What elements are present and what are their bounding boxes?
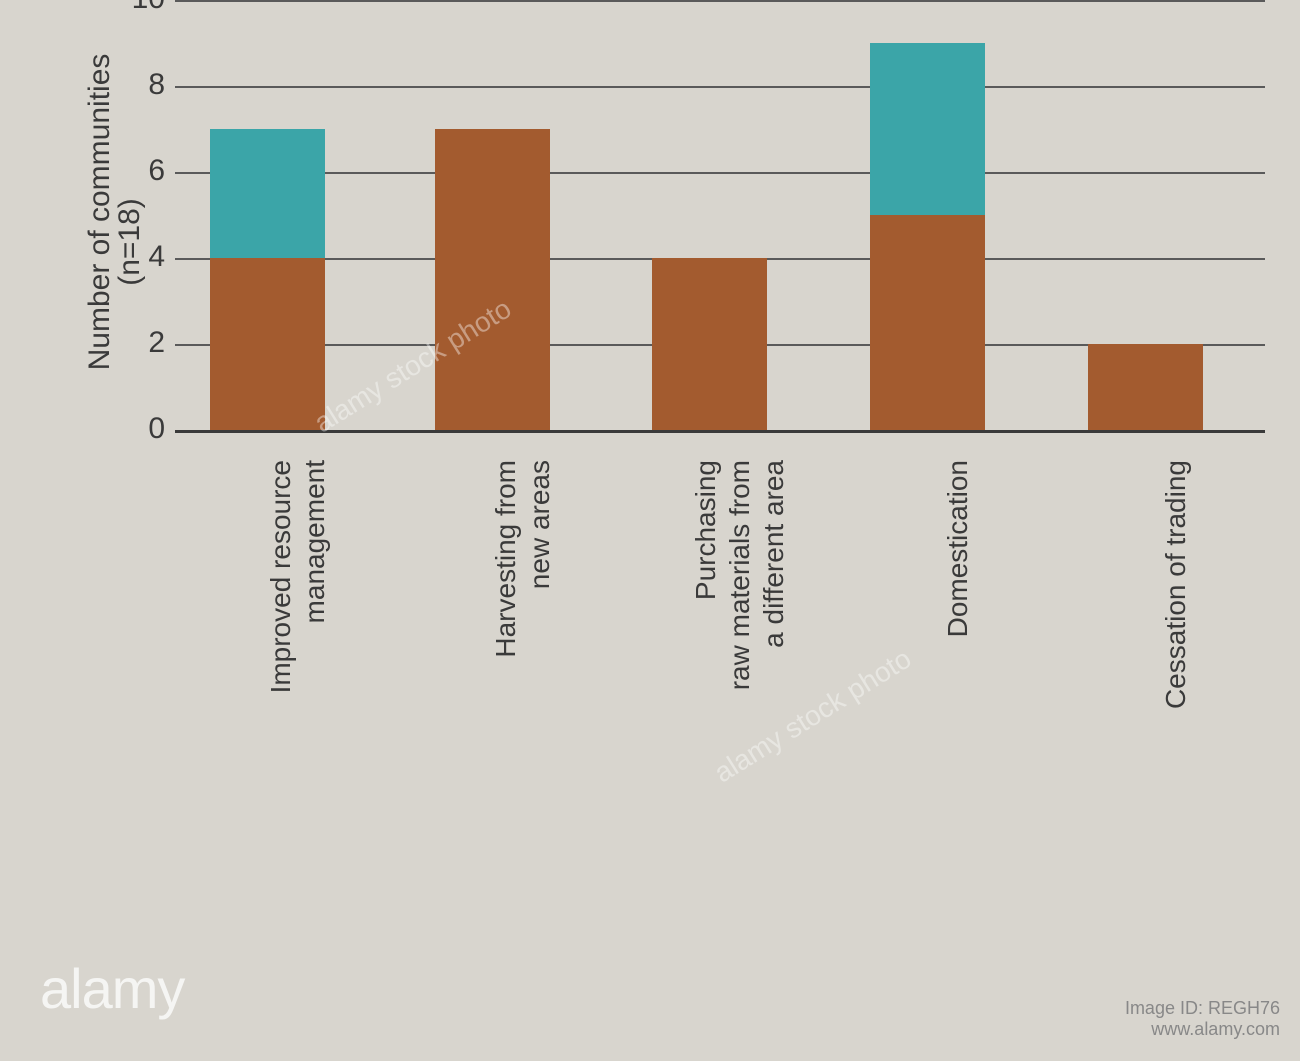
x-tick-label: Cessation of trading bbox=[1160, 460, 1192, 760]
bar-segment-lower bbox=[210, 258, 325, 430]
x-tick-label: Domestication bbox=[942, 460, 974, 760]
bar-segment-lower bbox=[870, 215, 985, 430]
y-tick-label: 0 bbox=[115, 412, 165, 446]
plot-area bbox=[175, 0, 1265, 430]
bar-group bbox=[210, 129, 325, 430]
bar-group bbox=[435, 129, 550, 430]
x-tick-label: raw materials from bbox=[724, 460, 756, 760]
y-tick-label: 6 bbox=[115, 154, 165, 188]
x-tick-label: Improved resource bbox=[265, 460, 297, 760]
bar-group bbox=[870, 43, 985, 430]
bar-segment-lower bbox=[652, 258, 767, 430]
y-tick-label: 8 bbox=[115, 68, 165, 102]
x-tick-label: a different area bbox=[758, 460, 790, 760]
x-axis-line bbox=[175, 430, 1265, 433]
x-tick-label: management bbox=[299, 460, 331, 760]
bar-segment-upper bbox=[210, 129, 325, 258]
bar-group bbox=[1088, 344, 1203, 430]
x-tick-label: new areas bbox=[524, 460, 556, 760]
y-tick-label: 2 bbox=[115, 326, 165, 360]
bar-group bbox=[652, 258, 767, 430]
chart-container: Number of communities (n=18) 0246810 Imp… bbox=[0, 0, 1300, 1061]
x-tick-label: Harvesting from bbox=[490, 460, 522, 760]
watermark-logo: alamy bbox=[40, 956, 184, 1021]
image-id-line2: www.alamy.com bbox=[1125, 1019, 1280, 1041]
y-axis-label-line1: Number of communities bbox=[83, 12, 117, 412]
image-id: Image ID: REGH76 www.alamy.com bbox=[1125, 998, 1280, 1041]
y-tick-label: 4 bbox=[115, 240, 165, 274]
image-id-line1: Image ID: REGH76 bbox=[1125, 998, 1280, 1020]
bar-segment-upper bbox=[870, 43, 985, 215]
y-tick-label: 10 bbox=[115, 0, 165, 16]
bar-segment-lower bbox=[435, 129, 550, 430]
bar-segment-lower bbox=[1088, 344, 1203, 430]
x-tick-label: Purchasing bbox=[690, 460, 722, 760]
